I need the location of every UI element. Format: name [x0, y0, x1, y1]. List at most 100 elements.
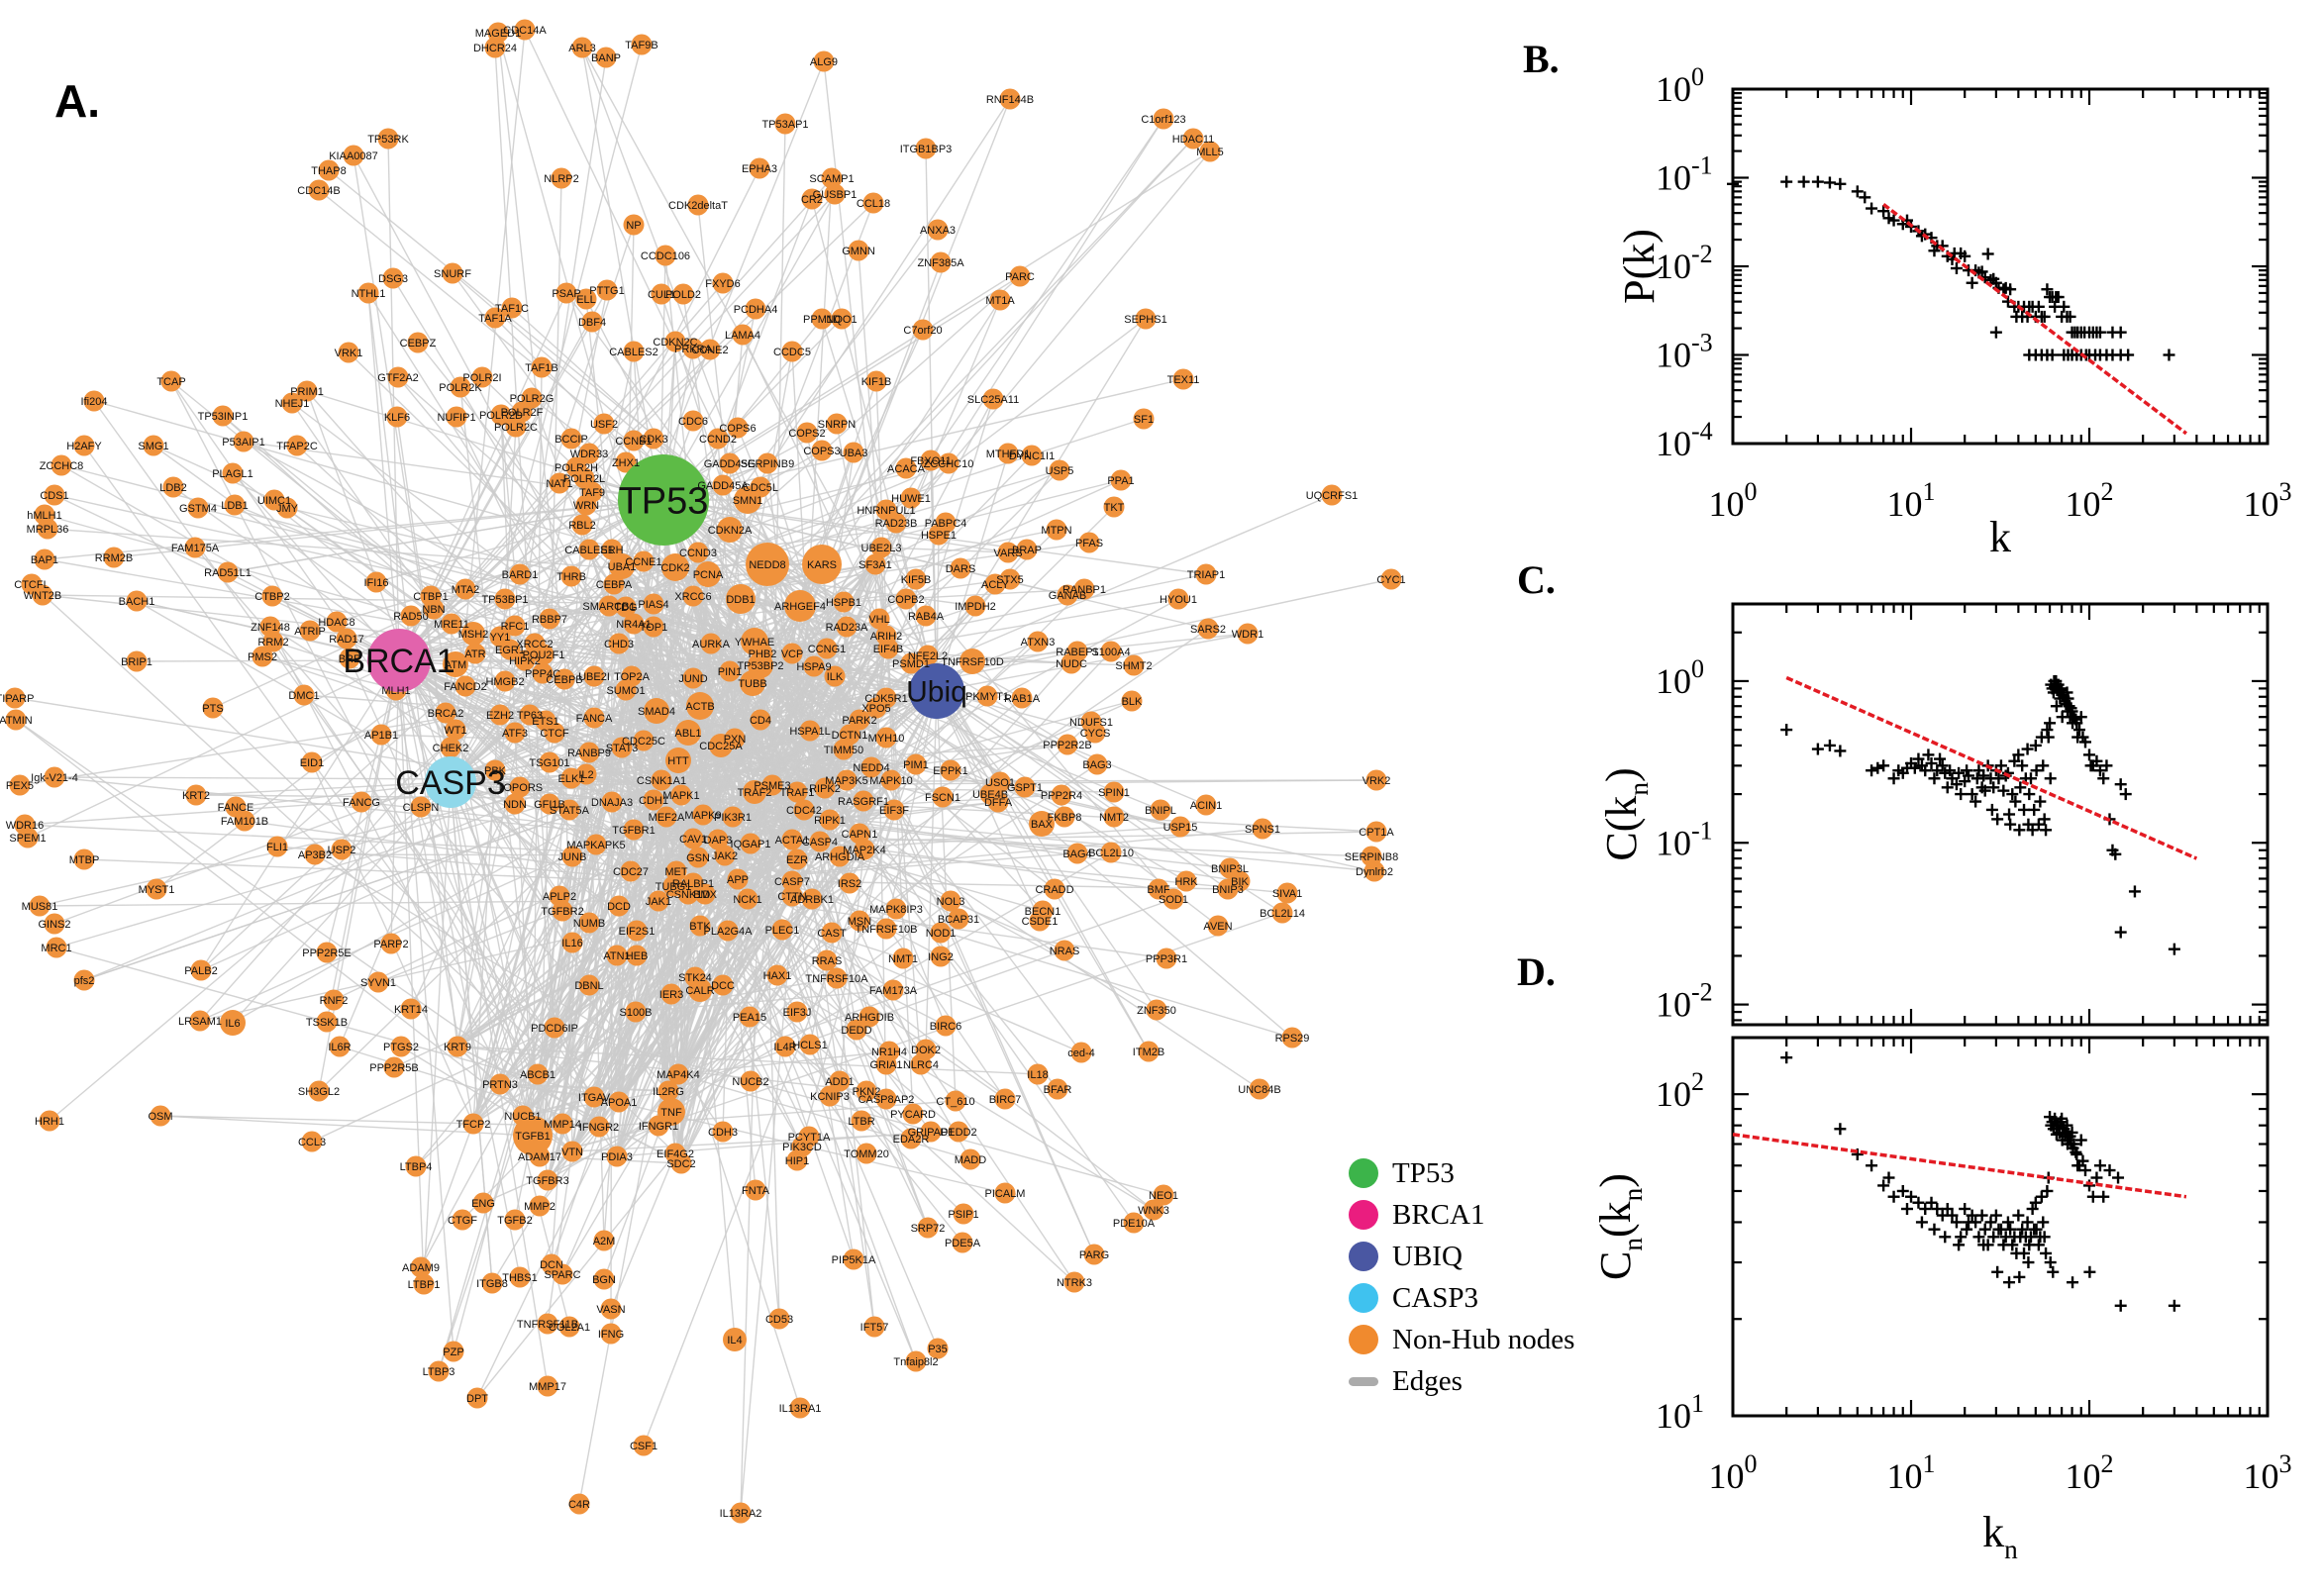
svg-text:CASP8AP2: CASP8AP2 [858, 1094, 915, 1106]
svg-text:HTT: HTT [667, 755, 689, 767]
svg-text:TFCP2: TFCP2 [456, 1119, 491, 1131]
svg-text:EGR1: EGR1 [495, 645, 525, 656]
svg-text:100: 100 [1656, 62, 1704, 109]
svg-text:VCP: VCP [781, 648, 804, 660]
svg-text:GFI1B: GFI1B [534, 799, 565, 811]
svg-text:CASP3: CASP3 [395, 764, 506, 802]
svg-text:WDR33: WDR33 [570, 449, 609, 460]
svg-text:PBK: PBK [484, 765, 507, 777]
svg-text:KARS: KARS [807, 559, 837, 571]
svg-text:10-1: 10-1 [1656, 151, 1713, 198]
svg-text:POLR2D: POLR2D [479, 410, 523, 422]
svg-text:RBBP7: RBBP7 [532, 614, 567, 626]
svg-text:RPS29: RPS29 [1275, 1033, 1310, 1045]
svg-text:NOL3: NOL3 [937, 896, 965, 908]
legend-label: BRCA1 [1392, 1198, 1485, 1231]
svg-text:TNFRSF10A: TNFRSF10A [806, 973, 869, 985]
svg-text:ING2: ING2 [928, 951, 954, 963]
svg-text:RASGRF1: RASGRF1 [838, 796, 889, 808]
svg-text:BIRC7: BIRC7 [989, 1094, 1021, 1106]
svg-text:TOMM20: TOMM20 [844, 1148, 889, 1160]
svg-text:IL16: IL16 [561, 938, 582, 949]
svg-text:UBE2L3: UBE2L3 [861, 543, 902, 554]
svg-text:BAG4: BAG4 [1062, 848, 1091, 860]
svg-text:MLL5: MLL5 [1196, 147, 1224, 158]
svg-text:LRSAM1: LRSAM1 [178, 1016, 222, 1028]
legend-label: Non-Hub nodes [1392, 1323, 1575, 1355]
svg-text:CLSPN: CLSPN [403, 802, 440, 814]
svg-text:DPT: DPT [466, 1393, 488, 1405]
svg-text:IL13RA2: IL13RA2 [720, 1508, 762, 1520]
chart-ckn: 100 10-1 10-2 C(kn​) [1597, 602, 2270, 1027]
svg-text:SEPHS1: SEPHS1 [1124, 314, 1166, 326]
svg-text:SNURF: SNURF [434, 268, 471, 280]
svg-text:GUSBP1: GUSBP1 [813, 189, 858, 201]
svg-text:HYOU1: HYOU1 [1160, 594, 1197, 606]
svg-text:TAF1A: TAF1A [478, 313, 512, 325]
svg-text:SDC2: SDC2 [666, 1158, 695, 1170]
svg-text:BCAP31: BCAP31 [938, 914, 979, 926]
svg-text:FAM175A: FAM175A [171, 543, 220, 554]
svg-text:MT1A: MT1A [985, 295, 1015, 307]
svg-text:THRB: THRB [556, 571, 586, 583]
svg-text:CUL1: CUL1 [648, 289, 675, 301]
svg-text:PTGS2: PTGS2 [383, 1042, 419, 1053]
svg-text:PRIM1: PRIM1 [290, 386, 324, 398]
svg-text:CDKN2C: CDKN2C [653, 337, 697, 349]
svg-text:TAF1B: TAF1B [525, 362, 557, 374]
svg-text:102: 102 [2066, 1449, 2114, 1496]
svg-text:IFNG: IFNG [598, 1329, 624, 1341]
svg-text:DBNL: DBNL [574, 980, 603, 992]
svg-text:AP3B2: AP3B2 [298, 849, 332, 861]
svg-text:ZCCHC10: ZCCHC10 [924, 458, 974, 470]
svg-text:THBS1: THBS1 [502, 1272, 537, 1284]
svg-text:CD53: CD53 [765, 1314, 793, 1326]
svg-text:RRM2: RRM2 [257, 637, 288, 648]
svg-text:10-3: 10-3 [1656, 329, 1713, 375]
svg-text:10-4: 10-4 [1656, 417, 1713, 463]
svg-text:DARS: DARS [946, 563, 976, 575]
svg-text:POLR2F: POLR2F [501, 407, 544, 419]
svg-text:NR1H4: NR1H4 [871, 1047, 907, 1058]
svg-text:CCL3: CCL3 [298, 1137, 326, 1148]
svg-text:CAPN1: CAPN1 [842, 829, 878, 841]
svg-text:WNK3: WNK3 [1138, 1205, 1169, 1217]
svg-text:Igk-V21-4: Igk-V21-4 [31, 772, 78, 784]
svg-text:CDC6: CDC6 [678, 416, 708, 428]
svg-text:Tnfaip8l2: Tnfaip8l2 [893, 1356, 938, 1368]
svg-text:HRH1: HRH1 [35, 1116, 64, 1128]
svg-text:ITGB1BP3: ITGB1BP3 [900, 144, 953, 155]
svg-text:CYCS: CYCS [1080, 728, 1111, 740]
svg-text:MTBP: MTBP [69, 854, 100, 866]
svg-text:MEF2A: MEF2A [649, 812, 685, 824]
svg-text:BCCIP: BCCIP [555, 434, 588, 446]
svg-text:COPS2: COPS2 [788, 428, 825, 440]
svg-text:SERPINB8: SERPINB8 [1345, 851, 1398, 863]
svg-text:FAM101B: FAM101B [221, 816, 268, 828]
svg-text:EZH2: EZH2 [486, 710, 514, 722]
svg-text:TRAF2: TRAF2 [738, 787, 772, 799]
svg-text:CDH3: CDH3 [708, 1127, 738, 1139]
svg-text:CTCF: CTCF [540, 728, 569, 740]
svg-text:MTA2: MTA2 [452, 584, 480, 596]
svg-text:CT_610: CT_610 [936, 1096, 974, 1108]
svg-text:CR2: CR2 [801, 194, 823, 206]
svg-text:ATF3: ATF3 [502, 728, 528, 740]
svg-text:ADD1: ADD1 [825, 1076, 854, 1088]
svg-text:EIF4B: EIF4B [873, 644, 904, 655]
svg-text:GADD45G: GADD45G [704, 458, 757, 470]
svg-text:DNAJA3: DNAJA3 [591, 797, 633, 809]
svg-text:SPARC: SPARC [544, 1269, 580, 1281]
svg-text:PDCD6IP: PDCD6IP [531, 1023, 578, 1035]
svg-text:TUBB: TUBB [738, 678, 766, 690]
svg-text:CD4: CD4 [750, 715, 771, 727]
svg-text:CDH1: CDH1 [639, 795, 668, 807]
svg-text:MAPK1: MAPK1 [662, 790, 699, 802]
svg-text:NTRK3: NTRK3 [1057, 1277, 1092, 1289]
svg-text:POLR2K: POLR2K [439, 382, 482, 394]
svg-text:NOD1: NOD1 [926, 928, 957, 940]
svg-text:PHB2: PHB2 [749, 648, 777, 660]
svg-text:PPP4C: PPP4C [525, 668, 560, 680]
svg-text:DDB1: DDB1 [726, 594, 755, 606]
svg-text:TIPARP: TIPARP [0, 693, 34, 705]
